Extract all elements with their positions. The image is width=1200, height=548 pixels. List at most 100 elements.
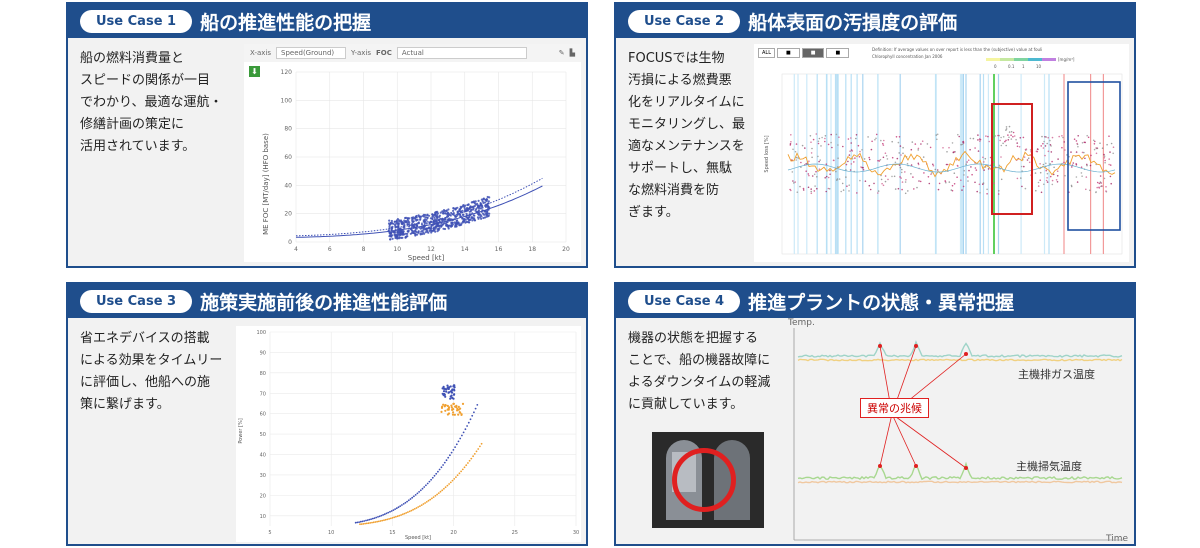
data-point [891,140,893,143]
use-case-1-card: Use Case 1 船の推進性能の把握 船の燃料消費量と スピードの関係が一目… [66,2,588,268]
card-header: Use Case 3 施策実施前後の推進性能評価 [68,284,586,318]
improved-curve-point [444,486,447,489]
data-point [957,133,959,136]
data-point [1049,163,1051,165]
edit-icon[interactable]: ✎ [558,49,565,57]
baseline-curve-point [457,440,460,443]
card-body: 機器の状態を把握する ことで、船の機器故障に よるダウンタイムの軽減 に貢献して… [616,318,1134,544]
data-point [963,169,965,172]
y-tick-label: 60 [284,154,292,161]
data-point [413,232,417,235]
baseline-curve-point [467,421,470,424]
improved-curve-point [371,521,373,524]
data-point [484,204,487,207]
data-point [1010,138,1013,140]
data-point [810,141,812,143]
series-select[interactable]: Actual [396,47,527,59]
improved-curve-point [365,522,368,525]
data-point [425,218,428,221]
data-point [396,225,399,228]
xaxis-select[interactable]: Speed(Ground) [276,47,346,59]
data-point [811,147,813,150]
data-point [448,391,451,394]
data-point [1016,177,1019,180]
improved-curve-point [479,445,481,448]
data-point [1081,151,1084,154]
data-point [1087,136,1090,139]
data-point [904,171,906,173]
tab-1[interactable]: ■ [777,48,800,58]
data-point [426,214,429,217]
data-point [809,135,812,137]
data-point [838,136,840,138]
improved-curve-point [364,522,366,525]
improved-curve-point [437,492,440,494]
data-point [928,182,931,185]
data-point [937,188,940,191]
data-point [392,231,396,234]
data-point [794,150,797,153]
improved-curve-point [391,517,394,519]
data-point [440,221,443,225]
data-point [468,216,471,219]
data-point [441,392,444,395]
data-point [485,215,488,218]
data-point [911,141,914,143]
chart-icon[interactable]: ▙ [569,49,575,57]
data-point [829,173,831,175]
data-point [958,135,960,138]
data-point [1039,179,1041,181]
tab-2[interactable]: ■ [801,48,825,58]
data-point [429,227,432,230]
tab-3[interactable]: ■ [826,48,850,58]
data-point [1008,131,1011,133]
data-point [1045,179,1048,182]
data-point [1062,136,1064,139]
scavenge-temp-line-2 [797,480,1123,484]
data-point [462,213,465,216]
data-point [929,146,932,149]
data-point [1037,181,1040,184]
baseline-curve-point [428,480,431,483]
scavenge-temp-line [797,461,1123,481]
data-point [895,136,898,138]
data-point [394,228,397,231]
improved-curve-point [427,499,430,502]
data-point [1080,172,1083,174]
improved-curve-point [359,523,361,526]
data-point [1086,134,1088,137]
data-point [452,393,456,396]
data-point [438,227,441,230]
baseline-curve-point [435,472,438,475]
yaxis-select[interactable]: FOC [376,49,392,57]
data-point [485,212,488,215]
data-point [967,159,970,161]
data-point [960,143,962,146]
data-point [466,220,469,224]
data-point [388,235,391,238]
data-point [974,181,976,184]
data-point [1028,161,1031,164]
data-point [880,178,883,181]
data-point [850,137,852,139]
improved-curve-point [455,476,457,478]
data-point [457,405,460,408]
data-point [398,236,401,239]
download-icon[interactable]: ⬇ [249,66,260,77]
tab-all[interactable]: ALL [758,48,775,58]
baseline-curve-point [431,476,434,479]
data-point [456,206,459,209]
data-point [447,387,450,390]
power-speed-chart: Power [%] Speed [kt] 100 90 80 70 60 50 40 30 20… [236,326,581,542]
anomaly-arrow [891,413,967,469]
improved-curve-point [420,504,423,506]
data-point [455,223,458,226]
data-point [455,225,458,228]
baseline-curve-point [371,517,374,520]
baseline-curve-point [382,514,384,516]
data-point [1061,135,1063,137]
data-point [945,181,947,184]
data-point [421,232,424,236]
anomaly-arrow-head [878,464,882,468]
baseline-curve-point [383,513,386,516]
